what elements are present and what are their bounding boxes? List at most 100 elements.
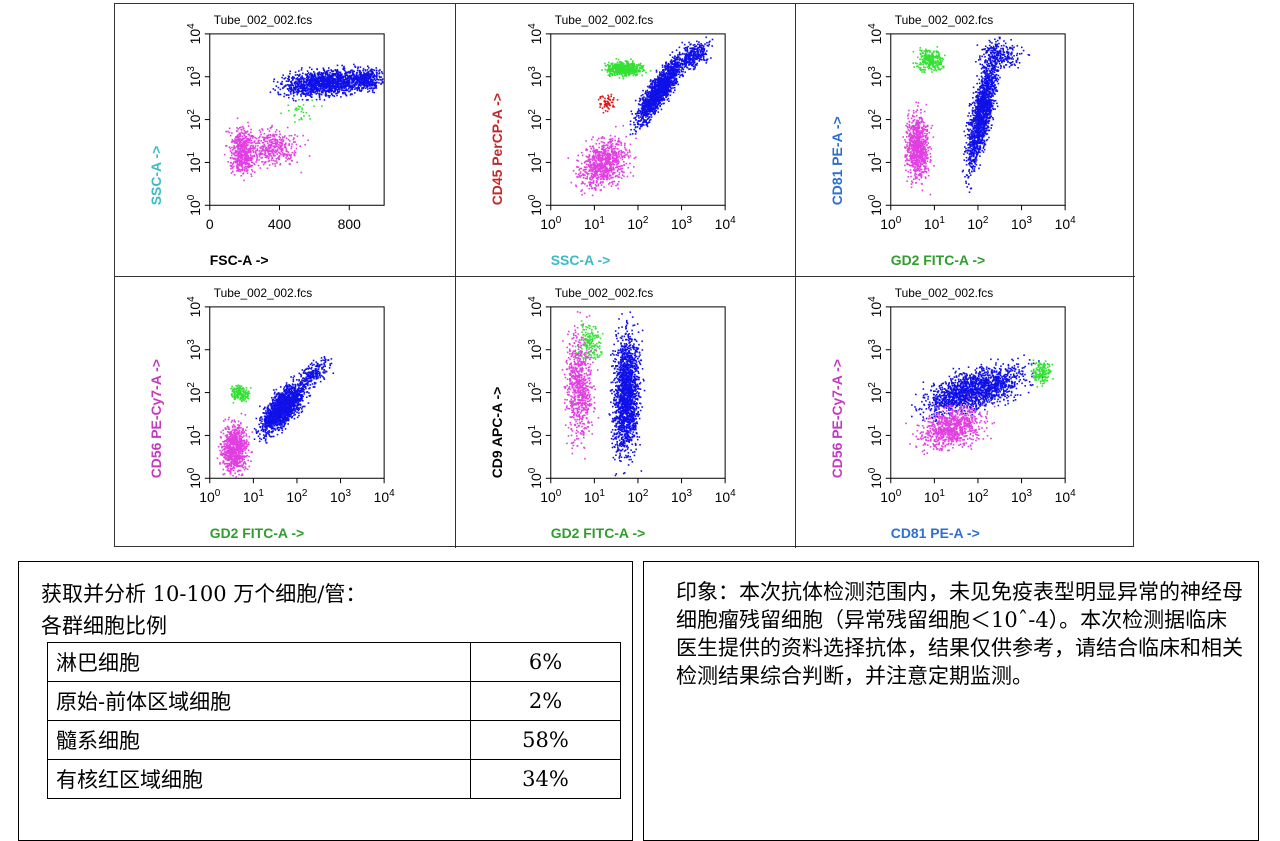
tube-file-title: Tube_002_002.fcs [214,286,312,300]
population-percent: 6% [471,643,621,682]
y-axis-label: CD45 PerCP-A -> [489,93,505,205]
event-dots [905,354,1054,455]
x-tick-label: 104 [1055,488,1077,505]
y-axis-label: CD81 PE-A -> [829,116,845,205]
y-tick-label: 104 [186,296,203,318]
event-dots [567,36,713,196]
y-tick-label: 104 [867,23,884,45]
x-tick-label: 104 [1055,215,1077,232]
x-axis-label: GD2 FITC-A -> [210,525,304,541]
x-tick-label: 101 [924,215,946,232]
cell-population-summary: 获取并分析 10-100 万个细胞/管： 各群细胞比例 淋巴细胞 6% 原始-前… [18,561,633,841]
table-row: 有核红区域细胞 34% [48,760,621,799]
y-tick-label: 104 [527,23,544,45]
x-tick-label: 100 [880,488,902,505]
y-tick-label: 103 [867,66,884,88]
y-tick-label: 100 [527,467,544,489]
y-tick-label: 101 [527,151,544,173]
y-axis-label: CD9 APC-A -> [489,387,505,479]
summary-subheading: 各群细胞比例 [41,610,167,640]
tube-file-title: Tube_002_002.fcs [214,13,312,27]
population-table: 淋巴细胞 6% 原始-前体区域细胞 2% 髓系细胞 58% 有核红区域细胞 34… [47,642,621,799]
x-tick-label: 102 [627,488,649,505]
y-axis-label: CD56 PE-Cy7-A -> [829,359,845,478]
x-axis-label: CD81 PE-A -> [891,525,980,541]
y-tick-label: 100 [186,194,203,216]
x-tick-label: 103 [1011,488,1033,505]
x-tick-label: 102 [627,215,649,232]
y-tick-label: 101 [867,424,884,446]
x-tick-label: 100 [540,488,562,505]
tube-file-title: Tube_002_002.fcs [895,13,993,27]
event-dots [224,64,384,181]
x-axis-label: GD2 FITC-A -> [891,252,985,268]
y-tick-label: 101 [186,424,203,446]
x-tick-label: 100 [540,215,562,232]
summary-heading: 获取并分析 10-100 万个细胞/管： [41,578,366,608]
event-dots [562,311,646,476]
y-tick-label: 101 [527,424,544,446]
y-tick-label: 102 [867,109,884,131]
y-tick-label: 102 [527,109,544,131]
x-tick-label: 101 [584,488,606,505]
x-tick-label: 800 [338,216,362,232]
impression-text: 印象：本次抗体检测范围内，未见免疫表型明显异常的神经母细胞瘤残留细胞（异常残留细… [676,578,1248,690]
flow-cytometry-plots-panel: Tube_002_002.fcs 0 400 800 100 101 102 103 104 FS… [114,3,1134,547]
y-tick-label: 102 [867,382,884,404]
y-tick-label: 102 [186,109,203,131]
x-tick-label: 104 [374,488,396,505]
population-name: 髓系细胞 [48,721,471,760]
population-percent: 58% [471,721,621,760]
y-tick-label: 100 [527,194,544,216]
tube-file-title: Tube_002_002.fcs [895,286,993,300]
x-tick-label: 103 [1011,215,1033,232]
y-tick-label: 100 [867,194,884,216]
x-tick-label: 100 [880,215,902,232]
x-tick-label: 104 [715,215,737,232]
x-tick-label: 400 [268,216,292,232]
scatter-plot-svg: Tube_002_002.fcs 100 101 102 103 104 100 101 102… [796,4,1135,275]
population-percent: 2% [471,682,621,721]
plot-cell: Tube_002_002.fcs 100 101 102 103 104 100 101 102… [795,4,1135,276]
y-tick-label: 100 [867,467,884,489]
plot-axes-box [210,34,384,205]
tube-file-title: Tube_002_002.fcs [555,286,653,300]
x-tick-label: 104 [715,488,737,505]
plot-cell: Tube_002_002.fcs 100 101 102 103 104 100 101 102… [455,276,795,548]
x-tick-label: 103 [671,488,693,505]
x-tick-label: 101 [924,488,946,505]
event-dots [902,37,1030,196]
y-tick-label: 103 [867,339,884,361]
x-tick-label: 0 [206,216,214,232]
table-row: 原始-前体区域细胞 2% [48,682,621,721]
scatter-plot-svg: Tube_002_002.fcs 100 101 102 103 104 100 101 102… [456,277,795,548]
y-tick-label: 101 [867,151,884,173]
impression-panel: 印象：本次抗体检测范围内，未见免疫表型明显异常的神经母细胞瘤残留细胞（异常残留细… [643,561,1259,841]
y-axis-label: SSC-A -> [148,146,164,206]
x-tick-label: 102 [286,488,308,505]
x-tick-label: 102 [967,215,989,232]
population-name: 有核红区域细胞 [48,760,471,799]
y-tick-label: 100 [186,467,203,489]
y-tick-label: 102 [186,382,203,404]
y-tick-label: 103 [527,339,544,361]
table-row: 髓系细胞 58% [48,721,621,760]
y-tick-label: 102 [527,382,544,404]
x-axis-label: GD2 FITC-A -> [551,525,645,541]
population-name: 淋巴细胞 [48,643,471,682]
y-tick-label: 104 [186,23,203,45]
x-axis-label: SSC-A -> [551,252,611,268]
y-tick-label: 104 [867,296,884,318]
x-axis-label: FSC-A -> [210,252,269,268]
x-tick-label: 103 [330,488,352,505]
population-name: 原始-前体区域细胞 [48,682,471,721]
y-tick-label: 103 [186,66,203,88]
